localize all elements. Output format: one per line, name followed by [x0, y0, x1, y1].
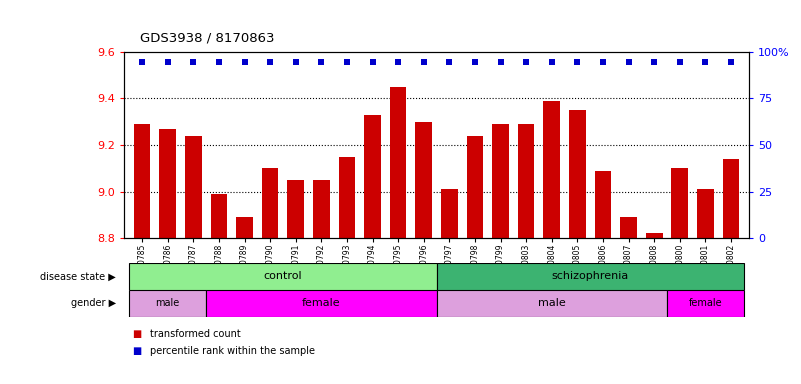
- Bar: [288, 180, 304, 238]
- Text: transformed count: transformed count: [150, 329, 240, 339]
- Bar: [441, 189, 457, 238]
- Point: [161, 59, 174, 65]
- Bar: [517, 124, 534, 238]
- Bar: [667, 290, 744, 317]
- Bar: [646, 233, 662, 238]
- Bar: [569, 110, 586, 238]
- Bar: [159, 129, 176, 238]
- Bar: [339, 157, 356, 238]
- Bar: [134, 124, 151, 238]
- Bar: [313, 180, 330, 238]
- Point: [135, 59, 148, 65]
- Point: [571, 59, 584, 65]
- Bar: [620, 217, 637, 238]
- Text: percentile rank within the sample: percentile rank within the sample: [150, 346, 315, 356]
- Text: female: female: [302, 298, 340, 308]
- Bar: [390, 87, 406, 238]
- Point: [648, 59, 661, 65]
- Point: [520, 59, 533, 65]
- Point: [545, 59, 558, 65]
- Point: [725, 59, 738, 65]
- Bar: [437, 290, 667, 317]
- Text: GDS3938 / 8170863: GDS3938 / 8170863: [140, 31, 275, 44]
- Point: [212, 59, 225, 65]
- Text: male: male: [538, 298, 566, 308]
- Bar: [185, 136, 202, 238]
- Bar: [364, 115, 380, 238]
- Bar: [211, 194, 227, 238]
- Text: ■: ■: [132, 346, 142, 356]
- Point: [264, 59, 276, 65]
- Text: control: control: [264, 271, 302, 281]
- Text: gender ▶: gender ▶: [71, 298, 116, 308]
- Bar: [236, 217, 253, 238]
- Point: [340, 59, 353, 65]
- Bar: [206, 290, 437, 317]
- Bar: [467, 136, 483, 238]
- Point: [289, 59, 302, 65]
- Point: [443, 59, 456, 65]
- Point: [366, 59, 379, 65]
- Bar: [594, 170, 611, 238]
- Text: disease state ▶: disease state ▶: [40, 271, 116, 281]
- Point: [392, 59, 405, 65]
- Point: [417, 59, 430, 65]
- Point: [469, 59, 481, 65]
- Point: [187, 59, 199, 65]
- Text: ■: ■: [132, 329, 142, 339]
- Bar: [129, 290, 206, 317]
- Text: female: female: [689, 298, 723, 308]
- Point: [699, 59, 712, 65]
- Bar: [129, 263, 437, 290]
- Bar: [437, 263, 744, 290]
- Point: [622, 59, 635, 65]
- Text: male: male: [155, 298, 179, 308]
- Point: [494, 59, 507, 65]
- Point: [238, 59, 251, 65]
- Point: [315, 59, 328, 65]
- Bar: [723, 159, 739, 238]
- Bar: [493, 124, 509, 238]
- Bar: [671, 168, 688, 238]
- Bar: [543, 101, 560, 238]
- Point: [597, 59, 610, 65]
- Bar: [262, 168, 279, 238]
- Bar: [697, 189, 714, 238]
- Text: schizophrenia: schizophrenia: [552, 271, 629, 281]
- Bar: [416, 122, 432, 238]
- Point: [674, 59, 686, 65]
